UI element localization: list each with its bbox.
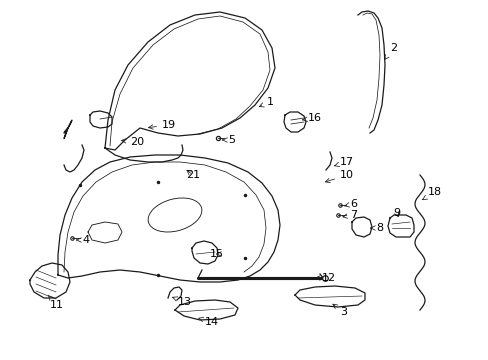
Text: 4: 4 [76,235,89,245]
Text: 2: 2 [384,43,396,59]
Text: 12: 12 [315,273,335,283]
Text: 3: 3 [332,304,346,317]
Text: 9: 9 [392,208,399,218]
Text: 19: 19 [148,120,176,130]
Text: 18: 18 [422,187,441,200]
Text: 1: 1 [259,97,273,107]
Text: 14: 14 [199,317,219,327]
Text: 20: 20 [122,137,144,147]
Text: 5: 5 [222,135,235,145]
Text: 8: 8 [369,223,382,233]
Text: 21: 21 [185,170,200,180]
Text: 16: 16 [302,113,321,123]
Text: 11: 11 [48,295,64,310]
Text: 7: 7 [342,210,356,220]
Text: 6: 6 [344,199,356,209]
Text: 10: 10 [325,170,353,183]
Text: 15: 15 [209,249,224,259]
Text: 13: 13 [172,297,192,307]
Text: 17: 17 [334,157,353,167]
